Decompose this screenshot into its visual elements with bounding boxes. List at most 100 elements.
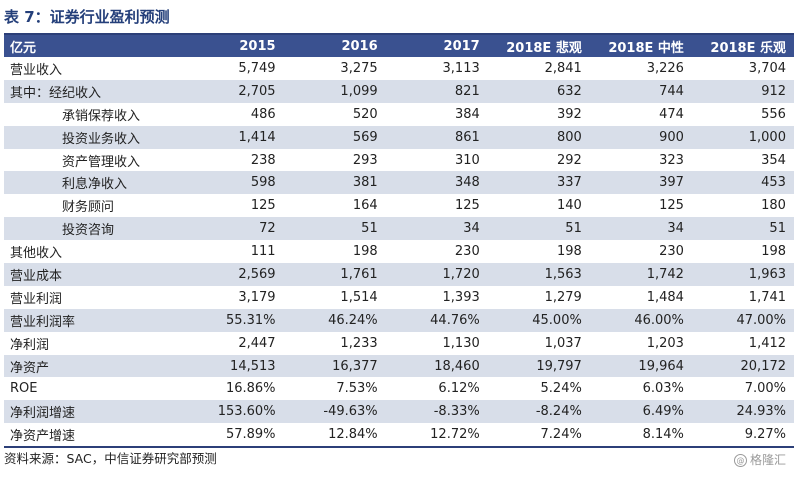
row-label: 投资咨询 bbox=[62, 223, 115, 239]
value-cell: 293 bbox=[352, 152, 378, 168]
value-cell: 486 bbox=[250, 106, 276, 122]
value-cell: 45.00% bbox=[532, 312, 582, 328]
value-cell: 3,113 bbox=[442, 60, 480, 76]
header-cell-2017: 2017 bbox=[443, 38, 480, 54]
value-cell: 474 bbox=[659, 106, 684, 122]
header-cell-unit: 亿元 bbox=[10, 40, 37, 56]
table-row: 资产管理收入 238 293 310 292 323 354 bbox=[4, 149, 794, 172]
table-row: 净利润增速 153.60% -49.63% -8.33% -8.24% 6.49% 24.9… bbox=[4, 400, 794, 424]
value-cell: 6.49% bbox=[642, 404, 684, 420]
value-cell: 125 bbox=[250, 198, 276, 214]
value-cell: 821 bbox=[454, 83, 480, 99]
value-cell: -49.63% bbox=[323, 404, 378, 420]
value-cell: 1,000 bbox=[748, 129, 786, 145]
value-cell: 19,964 bbox=[638, 358, 684, 374]
source-note: 资料来源：SAC，中信证券研究部预测 bbox=[4, 451, 217, 466]
table-row: 营业利润 3,179 1,514 1,393 1,279 1,484 1,741 bbox=[4, 286, 794, 309]
value-cell: 800 bbox=[557, 129, 582, 145]
value-cell: 44.76% bbox=[430, 312, 480, 328]
value-cell: 8.14% bbox=[642, 427, 684, 443]
header-cell-2018e-pessimistic: 2018E 悲观 bbox=[506, 40, 582, 56]
value-cell: 337 bbox=[557, 175, 582, 191]
value-cell: 125 bbox=[659, 198, 684, 214]
value-cell: 9.27% bbox=[744, 427, 787, 443]
value-cell: 1,414 bbox=[238, 129, 276, 145]
value-cell: 3,275 bbox=[340, 60, 378, 76]
value-cell: 1,514 bbox=[340, 289, 378, 305]
value-cell: 3,179 bbox=[238, 289, 276, 305]
watermark-text: 格隆汇 bbox=[749, 453, 786, 467]
header-cell-2015: 2015 bbox=[239, 38, 276, 54]
value-cell: 140 bbox=[557, 198, 582, 214]
table-body: 营业收入 5,749 3,275 3,113 2,841 3,226 3,704 其中：经纪收… bbox=[4, 57, 794, 446]
value-cell: 1,963 bbox=[748, 266, 787, 282]
value-cell: 2,841 bbox=[544, 60, 582, 76]
value-cell: 5,749 bbox=[238, 60, 276, 76]
value-cell: 164 bbox=[352, 198, 378, 214]
value-cell: 51 bbox=[361, 221, 378, 237]
value-cell: 1,279 bbox=[544, 289, 582, 305]
value-cell: 1,203 bbox=[646, 335, 684, 351]
value-cell: 6.03% bbox=[642, 381, 684, 397]
row-label: 净资产 bbox=[10, 360, 50, 376]
row-label: 其他收入 bbox=[10, 246, 63, 262]
table-row: 利息净收入 598 381 348 337 397 453 bbox=[4, 171, 794, 195]
row-label: 财务顾问 bbox=[62, 200, 115, 216]
value-cell: 198 bbox=[352, 244, 378, 260]
value-cell: 7.00% bbox=[744, 381, 787, 397]
value-cell: 46.00% bbox=[634, 312, 684, 328]
row-label: 营业利润 bbox=[10, 291, 63, 307]
value-cell: 47.00% bbox=[736, 312, 787, 328]
value-cell: 16,377 bbox=[332, 358, 378, 374]
header-cell-2016: 2016 bbox=[341, 38, 378, 54]
value-cell: 292 bbox=[557, 152, 582, 168]
value-cell: 2,705 bbox=[238, 83, 276, 99]
value-cell: 7.24% bbox=[540, 427, 582, 443]
value-cell: 323 bbox=[659, 152, 684, 168]
header-cell-2018e-optimistic: 2018E 乐观 bbox=[710, 40, 787, 56]
value-cell: 1,484 bbox=[646, 289, 684, 305]
value-cell: 861 bbox=[454, 129, 480, 145]
value-cell: 238 bbox=[250, 152, 276, 168]
forecast-table: 亿元 2015 2016 2017 2018E 悲观 2018E 中性 2018… bbox=[4, 33, 794, 449]
table-row: 其中：经纪收入 2,705 1,099 821 632 744 912 bbox=[4, 79, 794, 103]
value-cell: 569 bbox=[352, 129, 378, 145]
value-cell: 354 bbox=[761, 152, 786, 168]
table-row: 营业利润率 55.31% 46.24% 44.76% 45.00% 46.00% 47.00… bbox=[4, 308, 794, 332]
value-cell: 520 bbox=[352, 106, 378, 122]
value-cell: 1,761 bbox=[340, 266, 378, 282]
table-row: 净利润 2,447 1,233 1,130 1,037 1,203 1,412 bbox=[4, 332, 794, 355]
table-row: 营业成本 2,569 1,761 1,720 1,563 1,742 1,963 bbox=[4, 263, 794, 286]
value-cell: 3,704 bbox=[748, 60, 787, 76]
value-cell: 24.93% bbox=[736, 404, 787, 420]
value-cell: 12.72% bbox=[430, 427, 480, 443]
value-cell: 384 bbox=[454, 106, 480, 122]
value-cell: 556 bbox=[761, 106, 786, 122]
watermark: @ 格隆汇 bbox=[733, 451, 786, 468]
value-cell: 1,099 bbox=[340, 83, 378, 99]
value-cell: 198 bbox=[557, 244, 582, 260]
value-cell: -8.24% bbox=[535, 404, 582, 420]
value-cell: 2,447 bbox=[238, 335, 276, 351]
value-cell: 1,563 bbox=[544, 266, 582, 282]
value-cell: 46.24% bbox=[328, 312, 378, 328]
row-label: 营业成本 bbox=[10, 268, 63, 284]
value-cell: -8.33% bbox=[433, 404, 480, 420]
value-cell: 7.53% bbox=[336, 381, 378, 397]
value-cell: 125 bbox=[454, 198, 480, 214]
value-cell: 153.60% bbox=[217, 404, 276, 420]
value-cell: 230 bbox=[454, 244, 480, 260]
value-cell: 111 bbox=[250, 244, 276, 260]
row-label: 营业利润率 bbox=[10, 314, 76, 330]
value-cell: 381 bbox=[352, 175, 378, 191]
value-cell: 3,226 bbox=[646, 60, 684, 76]
value-cell: 392 bbox=[557, 106, 582, 122]
table-row: ROE 16.86% 7.53% 6.12% 5.24% 6.03% 7.00% bbox=[4, 377, 794, 400]
value-cell: 51 bbox=[565, 221, 582, 237]
value-cell: 34 bbox=[463, 221, 480, 237]
value-cell: 180 bbox=[761, 198, 786, 214]
value-cell: 632 bbox=[557, 83, 582, 99]
value-cell: 912 bbox=[761, 83, 787, 99]
table-title: 表 7：证券行业盈利预测 bbox=[4, 8, 170, 26]
value-cell: 1,741 bbox=[748, 289, 787, 305]
